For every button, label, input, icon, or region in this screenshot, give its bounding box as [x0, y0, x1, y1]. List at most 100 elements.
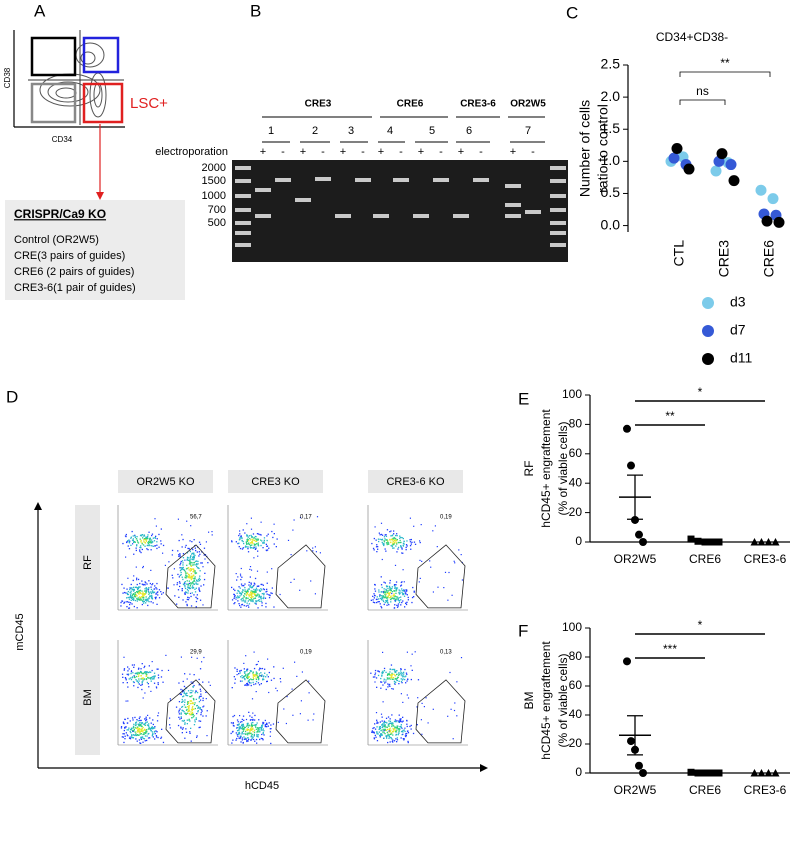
event-dot	[255, 683, 257, 685]
event-dot	[141, 683, 143, 686]
event-dot	[128, 668, 130, 670]
event-dot	[179, 554, 181, 556]
event-dot	[434, 525, 436, 527]
event-dot	[393, 725, 395, 727]
event-dot	[134, 586, 137, 588]
event-dot	[403, 671, 405, 673]
event-dot	[178, 581, 181, 583]
event-dot	[143, 535, 145, 537]
event-dot	[151, 591, 153, 593]
event-dot	[249, 670, 251, 672]
event-dot	[254, 714, 256, 717]
event-dot	[384, 723, 386, 726]
event-dot	[137, 599, 140, 601]
event-dot	[257, 679, 260, 681]
event-dot	[406, 601, 408, 603]
event-dot	[257, 676, 259, 678]
event-dot	[144, 665, 146, 667]
event-dot	[150, 671, 152, 673]
event-dot	[139, 549, 141, 551]
event-dot	[193, 594, 195, 596]
event-dot	[141, 722, 144, 724]
event-dot	[199, 699, 202, 701]
event-dot	[436, 546, 438, 548]
event-dot	[398, 721, 401, 723]
event-dot	[384, 538, 386, 540]
event-dot	[145, 587, 147, 589]
event-dot	[248, 540, 250, 542]
event-dot	[400, 670, 402, 672]
event-dot	[375, 736, 377, 738]
event-dot	[130, 597, 133, 599]
event-dot	[392, 537, 394, 540]
event-dot	[243, 600, 245, 602]
event-dot	[185, 568, 188, 570]
event-dot	[136, 673, 139, 675]
event-dot	[200, 690, 202, 692]
event-dot	[285, 722, 287, 725]
event-dot	[250, 682, 252, 684]
event-dot	[154, 727, 156, 729]
event-dot	[248, 738, 250, 740]
event-dot	[237, 733, 239, 735]
event-dot	[134, 536, 136, 538]
event-dot	[147, 537, 149, 540]
event-dot	[151, 676, 154, 678]
event-dot	[421, 560, 423, 562]
event-dot	[255, 673, 257, 675]
event-dot	[249, 682, 251, 684]
event-dot	[187, 557, 189, 559]
event-dot	[129, 587, 131, 589]
event-dot	[192, 713, 194, 715]
event-dot	[253, 557, 255, 559]
event-dot	[156, 720, 159, 722]
event-dot	[410, 538, 412, 541]
event-dot	[204, 572, 206, 574]
gel-band	[235, 208, 251, 212]
event-dot	[143, 594, 145, 596]
event-dot	[370, 672, 372, 674]
event-dot	[149, 717, 151, 719]
gate	[415, 544, 466, 609]
event-dot	[271, 587, 273, 589]
event-dot	[401, 552, 403, 554]
event-dot	[383, 732, 385, 734]
event-dot	[376, 740, 379, 742]
event-dot	[406, 723, 408, 725]
event-dot	[402, 600, 404, 602]
event-dot	[255, 726, 257, 728]
event-dot	[271, 592, 273, 595]
event-dot	[391, 677, 393, 679]
event-dot	[237, 597, 239, 599]
data-point	[671, 143, 683, 154]
event-dot	[388, 720, 390, 722]
event-dot	[400, 584, 403, 586]
event-dot	[253, 735, 255, 737]
event-dot	[150, 601, 152, 603]
event-dot	[134, 734, 136, 737]
event-dot	[394, 726, 396, 728]
event-dot	[402, 537, 404, 540]
event-dot	[150, 549, 152, 551]
event-dot	[199, 695, 201, 698]
event-dot	[190, 700, 192, 702]
data-point	[635, 761, 643, 770]
event-dot	[186, 558, 188, 560]
event-dot	[141, 681, 143, 683]
event-dot	[454, 702, 456, 704]
event-dot	[191, 712, 193, 715]
event-dot	[191, 695, 193, 697]
event-dot	[246, 539, 248, 541]
event-dot	[255, 589, 257, 591]
event-dot	[143, 593, 145, 595]
event-dot	[133, 605, 135, 608]
event-dot	[189, 713, 192, 715]
event-dot	[235, 732, 237, 734]
event-dot	[251, 544, 253, 546]
significance-label: **	[665, 409, 675, 423]
event-dot	[263, 541, 265, 543]
event-dot	[268, 671, 270, 674]
event-dot	[236, 734, 238, 736]
event-dot	[262, 597, 264, 599]
event-dot	[392, 668, 394, 671]
